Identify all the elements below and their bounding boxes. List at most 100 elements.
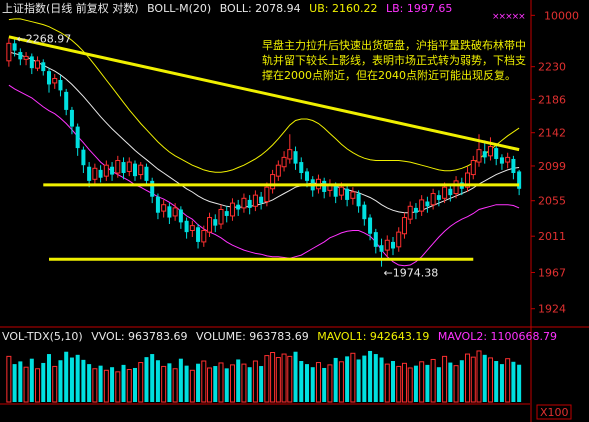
candle-body-down (362, 204, 367, 220)
volume-unit-box (536, 404, 572, 420)
candle-body-up (350, 191, 356, 199)
volume-bar-up (241, 363, 247, 403)
candle-body-down (46, 71, 52, 85)
candle-body-up (103, 164, 109, 177)
volume-bar-down (213, 366, 218, 402)
candle-body-down (121, 162, 126, 174)
volume-bar-up (201, 360, 207, 403)
candle-body-down (379, 245, 384, 252)
candle-body-down (12, 43, 17, 51)
volume-bar-up (6, 355, 12, 403)
volume-bar-up (384, 363, 390, 403)
candle-body-down (58, 79, 63, 91)
candle-body-down (436, 195, 441, 200)
volume-bar-down (304, 364, 310, 402)
marker-crosses: ××××× (492, 12, 526, 22)
price-tick-label: 2186 (538, 93, 566, 106)
candle-body-down (64, 91, 69, 110)
volume-bar-up (92, 368, 98, 403)
volume-tick-label: 10000 (544, 9, 579, 22)
price-tick-label: 2142 (538, 127, 566, 140)
volume-bar-down (121, 364, 126, 402)
volume-bar-down (345, 356, 350, 402)
volume-bar-up (115, 371, 121, 403)
candle-body-up (161, 204, 167, 212)
price-tick-label: 2230 (538, 61, 566, 74)
candle-body-up (264, 186, 270, 203)
volume-bar-up (315, 362, 321, 403)
price-tick-label: 2011 (538, 230, 566, 243)
candle-body-up (6, 42, 12, 62)
candle-body-up (138, 164, 144, 176)
volume-unit-label: X100 (540, 406, 569, 419)
volume-bar-down (425, 364, 430, 402)
volume-bar-up (281, 353, 287, 403)
candle-body-down (213, 219, 218, 226)
candle-body-up (401, 217, 407, 235)
volume-bar-down (362, 355, 367, 402)
candle-body-up (172, 207, 178, 217)
candle-body-up (430, 193, 436, 206)
volume-bar-up (270, 352, 276, 403)
candle-body-up (218, 209, 224, 225)
volume-bar-down (511, 361, 516, 402)
volume-bar-up (401, 362, 407, 403)
volume-bar-down (69, 357, 74, 402)
volume-bar-up (430, 358, 436, 403)
candle-body-up (470, 160, 476, 176)
candle-body-down (110, 166, 115, 175)
volume-bar-down (259, 366, 264, 402)
volume-bar-up (103, 369, 109, 403)
volume-bar-up (442, 355, 448, 403)
candle-body-down (511, 158, 516, 174)
volume-bar-up (338, 361, 344, 403)
candle-body-down (178, 209, 183, 223)
candle-body-down (18, 52, 23, 60)
candle-body-down (98, 169, 103, 178)
volume-bar-up (453, 365, 459, 403)
boll-upper-line (8, 18, 520, 173)
low-price-annotation: ←1974.38 (384, 266, 439, 279)
candle-body-down (196, 227, 201, 242)
volume-bar-down (356, 359, 361, 402)
candle-body-down (373, 232, 378, 247)
volume-bar-down (368, 350, 373, 402)
candle-body-up (281, 156, 287, 168)
candle-body-down (184, 220, 189, 233)
volume-bar-up (126, 369, 132, 403)
candle-body-down (155, 196, 160, 213)
candle-body-up (419, 199, 425, 212)
mavol1-value: MAVOL1: 942643.19 (317, 330, 430, 343)
candle-body-up (270, 174, 276, 190)
candle-body-down (482, 151, 487, 158)
volume-bar-up (470, 356, 476, 403)
candle-body-down (41, 62, 46, 72)
volume-bar-down (236, 359, 241, 402)
candle-body-down (259, 196, 264, 204)
volume-bar-down (413, 365, 418, 402)
volume-bar-down (322, 367, 327, 402)
volume-bar-down (379, 357, 384, 402)
volume-bar-down (167, 363, 172, 402)
candle-body-up (442, 186, 448, 199)
volume-bar-down (310, 367, 315, 402)
volume-bar-up (161, 365, 167, 403)
volume-bar-up (189, 369, 195, 403)
candle-body-up (115, 160, 121, 174)
candle-body-down (494, 148, 499, 159)
volume-bar-down (58, 360, 63, 402)
volume-bar-down (333, 357, 338, 402)
volume-bar-down (155, 360, 160, 402)
volume-bar-down (144, 357, 149, 402)
volume-bar-down (224, 368, 229, 402)
boll-name: BOLL-M(20) (147, 2, 212, 15)
volume-bar-down (196, 363, 201, 402)
volume-header: VOL-TDX(5,10) VVOL: 963783.69 VOLUME: 96… (2, 330, 562, 344)
volume-bar-down (436, 367, 441, 402)
candle-body-up (35, 60, 41, 69)
volume-bar-up (172, 368, 178, 403)
volume-bar-down (12, 364, 17, 402)
boll-upper-value: UB: 2160.22 (309, 2, 378, 15)
volume-bar-down (299, 361, 304, 402)
